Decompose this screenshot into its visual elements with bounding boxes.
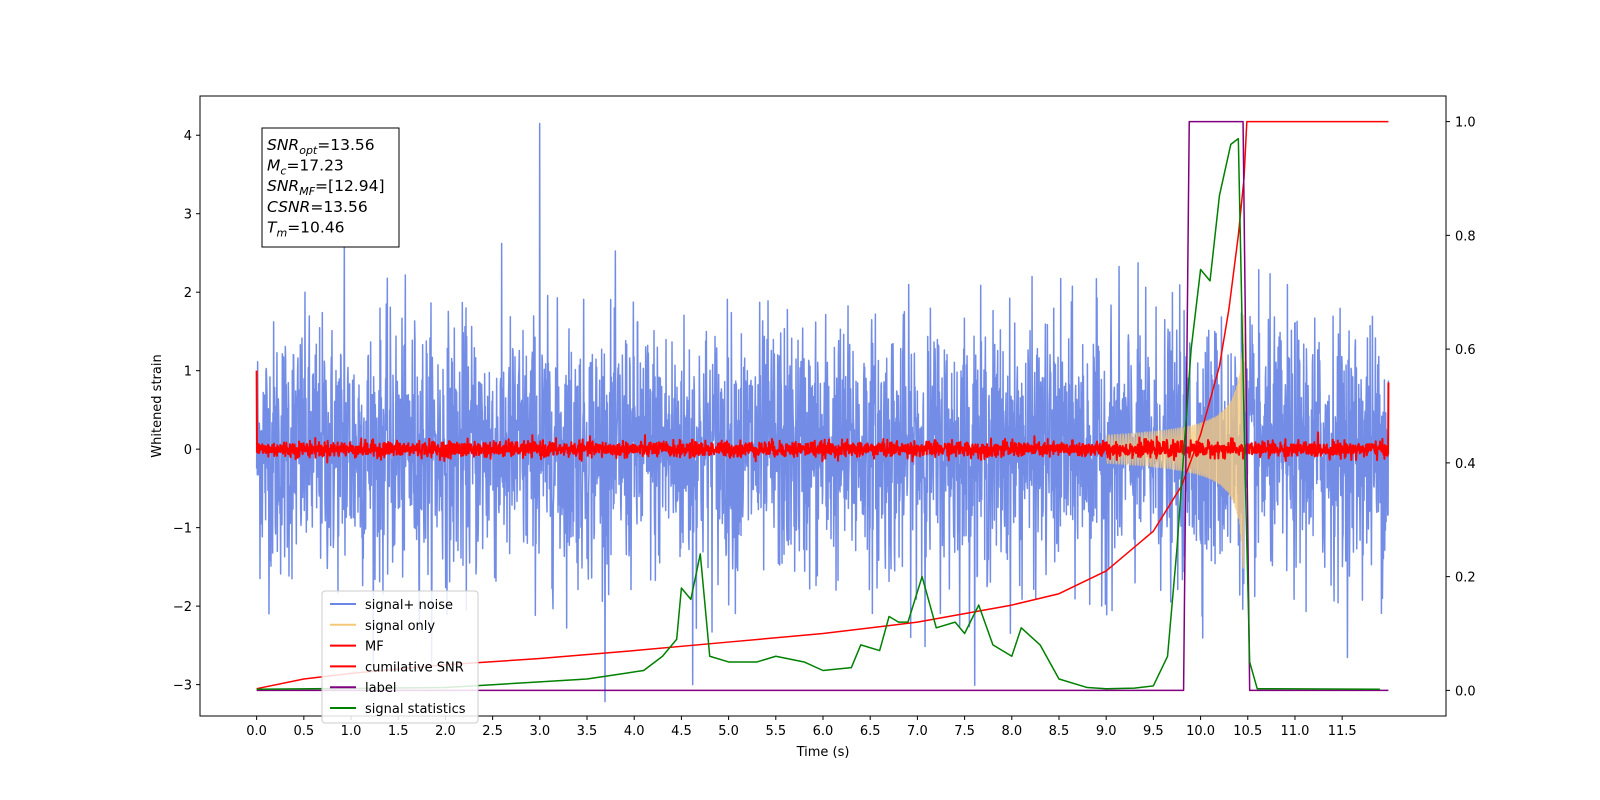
stats-annotation-box: SNRopt=13.56Mc=17.23SNRMF=[12.94]CSNR=13… bbox=[261, 127, 400, 248]
y-axis-label: Whitened strain bbox=[150, 354, 165, 457]
series-line-signal-statistics bbox=[256, 137, 1380, 691]
x-tick-label: 6.5 bbox=[860, 724, 881, 739]
series-line-mf bbox=[255, 370, 1390, 464]
y2-tick-label: 0.0 bbox=[1455, 684, 1476, 699]
x-tick-label: 8.5 bbox=[1049, 724, 1070, 739]
x-tick-label: 0.5 bbox=[293, 724, 314, 739]
legend-frame bbox=[321, 590, 479, 724]
x-tick-label: 4.5 bbox=[671, 724, 692, 739]
y-tick-label: 4 bbox=[184, 129, 192, 144]
y-tick-label: 3 bbox=[184, 208, 192, 223]
annotation-line: SNRopt=13.56 bbox=[267, 136, 375, 157]
x-tick-label: 1.5 bbox=[388, 724, 409, 739]
legend: signal+ noise signal only MF cumilative SNR… bbox=[321, 590, 479, 724]
x-tick-label: 7.5 bbox=[954, 724, 975, 739]
x-tick-label: 3.0 bbox=[529, 724, 550, 739]
y2-tick-label: 0.4 bbox=[1455, 457, 1476, 472]
y2-tick-label: 0.2 bbox=[1455, 571, 1476, 586]
x-tick-label: 10.0 bbox=[1186, 724, 1215, 739]
x-tick-label: 4.0 bbox=[624, 724, 645, 739]
x-tick-label: 5.0 bbox=[718, 724, 739, 739]
x-tick-label: 0.0 bbox=[246, 724, 267, 739]
annotation-line: SNRMF=[12.94] bbox=[267, 177, 385, 198]
x-tick-label: 11.5 bbox=[1328, 724, 1357, 739]
x-tick-label: 2.0 bbox=[435, 724, 456, 739]
series-line-label bbox=[256, 120, 1389, 692]
x-tick-label: 2.5 bbox=[482, 724, 503, 739]
y-axis-left: −3 −2 −1 0 1 2 3 4 bbox=[173, 129, 200, 694]
y-tick-label: −2 bbox=[173, 600, 192, 615]
x-tick-label: 1.0 bbox=[341, 724, 362, 739]
y-tick-label: 2 bbox=[184, 286, 192, 301]
x-tick-label: 5.5 bbox=[765, 724, 786, 739]
legend-label-cumilative-snr: cumilative SNR bbox=[365, 660, 464, 675]
x-tick-label: 3.5 bbox=[577, 724, 598, 739]
y2-tick-label: 0.6 bbox=[1455, 343, 1476, 358]
x-axis: 0.0 0.5 1.0 1.5 2.0 2.5 3.0 3.5 4.0 4.5 5.0 5.5 6.0 6… bbox=[246, 716, 1357, 739]
y-tick-label: 1 bbox=[184, 365, 192, 380]
legend-label-signal-only: signal only bbox=[365, 619, 435, 634]
annotation-line: Mc=17.23 bbox=[267, 157, 344, 178]
legend-label-signal-noise: signal+ noise bbox=[365, 598, 453, 613]
x-tick-label: 11.0 bbox=[1280, 724, 1309, 739]
x-tick-label: 7.0 bbox=[907, 724, 928, 739]
legend-label-label: label bbox=[365, 681, 396, 696]
annotation-frame bbox=[261, 127, 400, 248]
y-tick-label: 0 bbox=[184, 443, 192, 458]
x-tick-label: 8.0 bbox=[1001, 724, 1022, 739]
x-tick-label: 10.5 bbox=[1233, 724, 1262, 739]
y2-tick-label: 1.0 bbox=[1455, 116, 1476, 131]
y-axis-right: 0.0 0.2 0.4 0.6 0.8 1.0 bbox=[1446, 116, 1476, 699]
legend-label-signal-statistics: signal statistics bbox=[365, 702, 466, 717]
x-axis-label: Time (s) bbox=[796, 745, 850, 760]
legend-label-mf: MF bbox=[365, 640, 384, 655]
x-tick-label: 9.0 bbox=[1096, 724, 1117, 739]
y2-tick-label: 0.8 bbox=[1455, 229, 1476, 244]
y-tick-label: −1 bbox=[173, 522, 192, 537]
x-tick-label: 9.5 bbox=[1143, 724, 1164, 739]
x-tick-label: 6.0 bbox=[813, 724, 834, 739]
annotation-line: Tm=10.46 bbox=[267, 218, 345, 239]
y-tick-label: −3 bbox=[173, 679, 192, 694]
annotation-line: CSNR=13.56 bbox=[267, 198, 368, 216]
